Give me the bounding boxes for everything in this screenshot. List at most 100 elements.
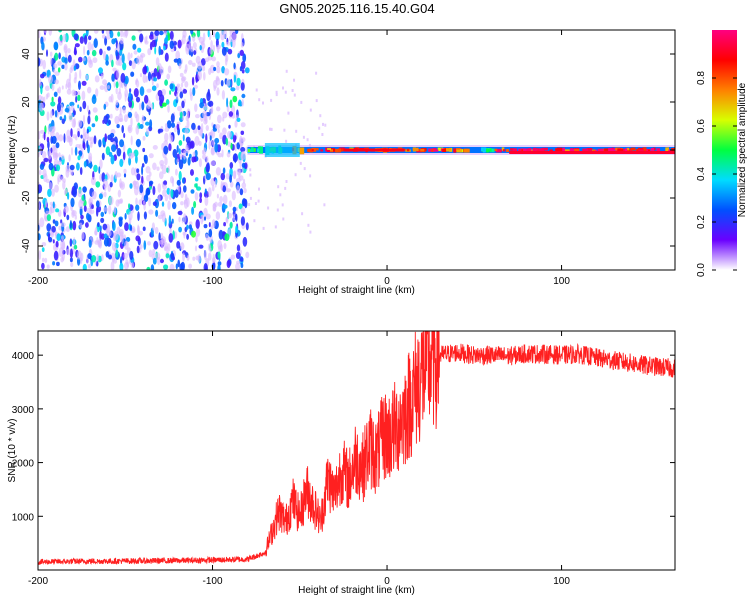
noise-cell [321, 133, 324, 136]
noise-cell [164, 127, 170, 132]
noise-cell [156, 72, 160, 80]
noise-cell [203, 224, 208, 229]
noise-cell [124, 222, 129, 232]
noise-cell [144, 154, 148, 164]
noise-cell [239, 66, 243, 72]
noise-cell [69, 238, 73, 247]
noise-cell [78, 56, 83, 63]
noise-cell [202, 147, 207, 155]
noise-cell [51, 225, 56, 233]
noise-cell [53, 244, 57, 251]
y-tick-label-top: -40 [21, 238, 32, 253]
noise-cell [238, 169, 241, 180]
noise-cell [73, 33, 79, 41]
noise-cell [76, 162, 80, 171]
noise-cell [236, 142, 241, 150]
noise-cell [158, 30, 164, 36]
noise-cell [222, 194, 228, 205]
noise-cell [241, 99, 244, 107]
signal-cell [541, 147, 548, 151]
noise-cell [276, 208, 279, 212]
noise-cell [61, 85, 64, 90]
noise-cell [63, 133, 66, 144]
noise-cell [220, 172, 226, 181]
noise-cell [88, 239, 92, 248]
noise-cell [117, 199, 123, 204]
noise-cell [139, 244, 143, 250]
noise-cell [192, 151, 196, 157]
noise-cell [105, 60, 109, 66]
noise-cell [167, 200, 171, 210]
noise-cell [41, 247, 45, 253]
noise-cell [91, 255, 97, 263]
noise-cell [323, 203, 326, 207]
noise-cell [284, 90, 287, 94]
noise-cell [152, 248, 156, 256]
noise-cell [185, 136, 191, 144]
noise-cell [220, 80, 224, 87]
noise-cell [73, 117, 76, 128]
noise-cell [192, 35, 196, 42]
noise-cell [73, 49, 77, 56]
noise-cell [182, 134, 185, 142]
noise-cell [149, 119, 153, 129]
signal-cell [420, 148, 425, 152]
noise-cell [48, 181, 53, 191]
noise-cell [309, 230, 312, 234]
noise-cell [61, 64, 65, 70]
signal-cell [253, 148, 256, 152]
noise-cell [171, 218, 174, 224]
signal-cell [327, 148, 331, 151]
noise-cell [208, 222, 211, 228]
noise-cell [145, 166, 151, 174]
noise-cell [138, 102, 142, 111]
noise-cell [56, 164, 61, 172]
signal-cell [562, 147, 565, 152]
noise-cell [249, 173, 252, 177]
y-tick-label-top: -20 [21, 190, 32, 205]
noise-cell [47, 150, 52, 160]
noise-cell [319, 114, 322, 118]
noise-cell [86, 105, 90, 113]
noise-cell [141, 165, 144, 176]
noise-cell [46, 223, 52, 232]
noise-cell [217, 201, 223, 207]
noise-cell [229, 162, 234, 169]
signal-cell [555, 148, 558, 152]
noise-cell [257, 199, 260, 203]
noise-cell [147, 48, 152, 56]
signal-cell [501, 147, 505, 151]
noise-cell [112, 67, 117, 72]
noise-cell [86, 49, 90, 56]
noise-cell [135, 197, 138, 206]
noise-cell [221, 90, 225, 100]
noise-cell [129, 183, 133, 189]
noise-cell [176, 241, 181, 249]
noise-cell [162, 102, 167, 107]
noise-cell [209, 64, 215, 74]
noise-cell [57, 61, 62, 66]
noise-cell [245, 251, 250, 259]
noise-cell [124, 93, 127, 102]
noise-cell [88, 263, 91, 269]
noise-cell [108, 151, 113, 157]
noise-cell [229, 181, 234, 188]
signal-cell [608, 147, 612, 151]
noise-cell [120, 72, 126, 83]
noise-cell [309, 108, 312, 112]
noise-cell [191, 62, 196, 67]
noise-cell [135, 96, 141, 103]
noise-cell [38, 169, 42, 176]
colorbar-tick-label: 0.8 [696, 71, 707, 85]
noise-cell [67, 48, 71, 54]
y-axis-label-top: Frequency (Hz) [7, 116, 18, 185]
noise-cell [205, 155, 209, 165]
noise-cell [49, 110, 53, 119]
signal-core [509, 151, 675, 154]
noise-cell [58, 30, 62, 33]
x-axis-label-top: Height of straight line (km) [298, 285, 415, 296]
noise-cell [190, 189, 195, 194]
noise-cell [64, 107, 70, 113]
noise-cell [135, 124, 140, 135]
noise-cell [142, 147, 146, 153]
